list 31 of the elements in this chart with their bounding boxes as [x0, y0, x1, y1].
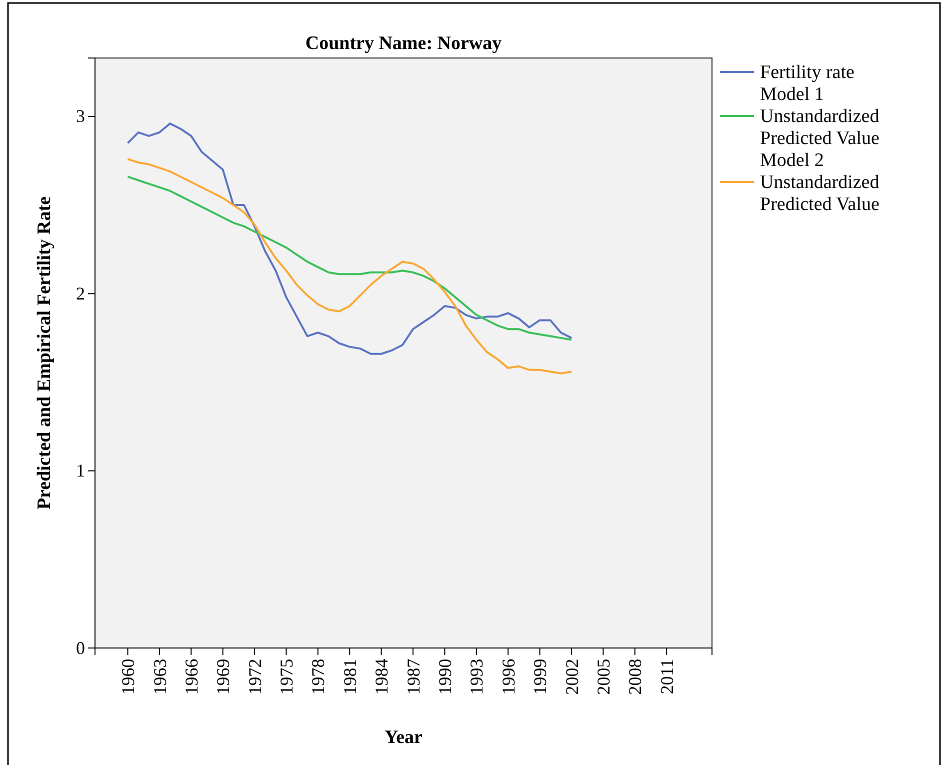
x-tick-label: 2005 [593, 658, 614, 695]
legend-label: Model 1 Unstandardized Predicted Value [760, 84, 880, 149]
x-axis-title: Year [384, 727, 424, 748]
x-tick-label: 1966 [181, 658, 202, 695]
x-tick-label: 2008 [625, 658, 646, 695]
line-series [126, 158, 572, 374]
y-axis-title: Predicted and Empirical Fertility Rate [34, 196, 55, 510]
x-tick-label: 1969 [213, 658, 234, 695]
x-tick-label: 1993 [466, 658, 487, 695]
y-tick-label: 2 [76, 283, 85, 304]
x-tick-label: 1996 [498, 658, 518, 695]
legend-label: Fertility rate [760, 62, 854, 83]
y-tick-label: 3 [76, 106, 85, 126]
chart-title: Country Name: Norway [305, 33, 502, 54]
y-tick-label: 0 [76, 638, 85, 658]
x-tick-label: 1963 [150, 658, 170, 695]
x-tick-label: 1999 [530, 658, 550, 695]
legend-label: Model 2 Unstandardized Predicted Value [760, 150, 880, 215]
x-tick-label: 2002 [562, 658, 582, 695]
x-tick-label: 1990 [435, 658, 456, 695]
x-tick-label: 1978 [308, 658, 328, 695]
x-tick-label: 2011 [656, 658, 677, 694]
x-tick-label: 1972 [244, 658, 265, 695]
line-series [126, 176, 572, 341]
x-tick-label: 1975 [276, 658, 297, 695]
y-tick-label: 1 [76, 460, 85, 481]
x-tick-label: 1981 [340, 658, 360, 695]
x-tick-label: 1984 [372, 658, 392, 695]
x-tick-label: 1960 [118, 658, 138, 695]
x-tick-label: 1987 [403, 658, 424, 695]
line-series [126, 122, 572, 355]
